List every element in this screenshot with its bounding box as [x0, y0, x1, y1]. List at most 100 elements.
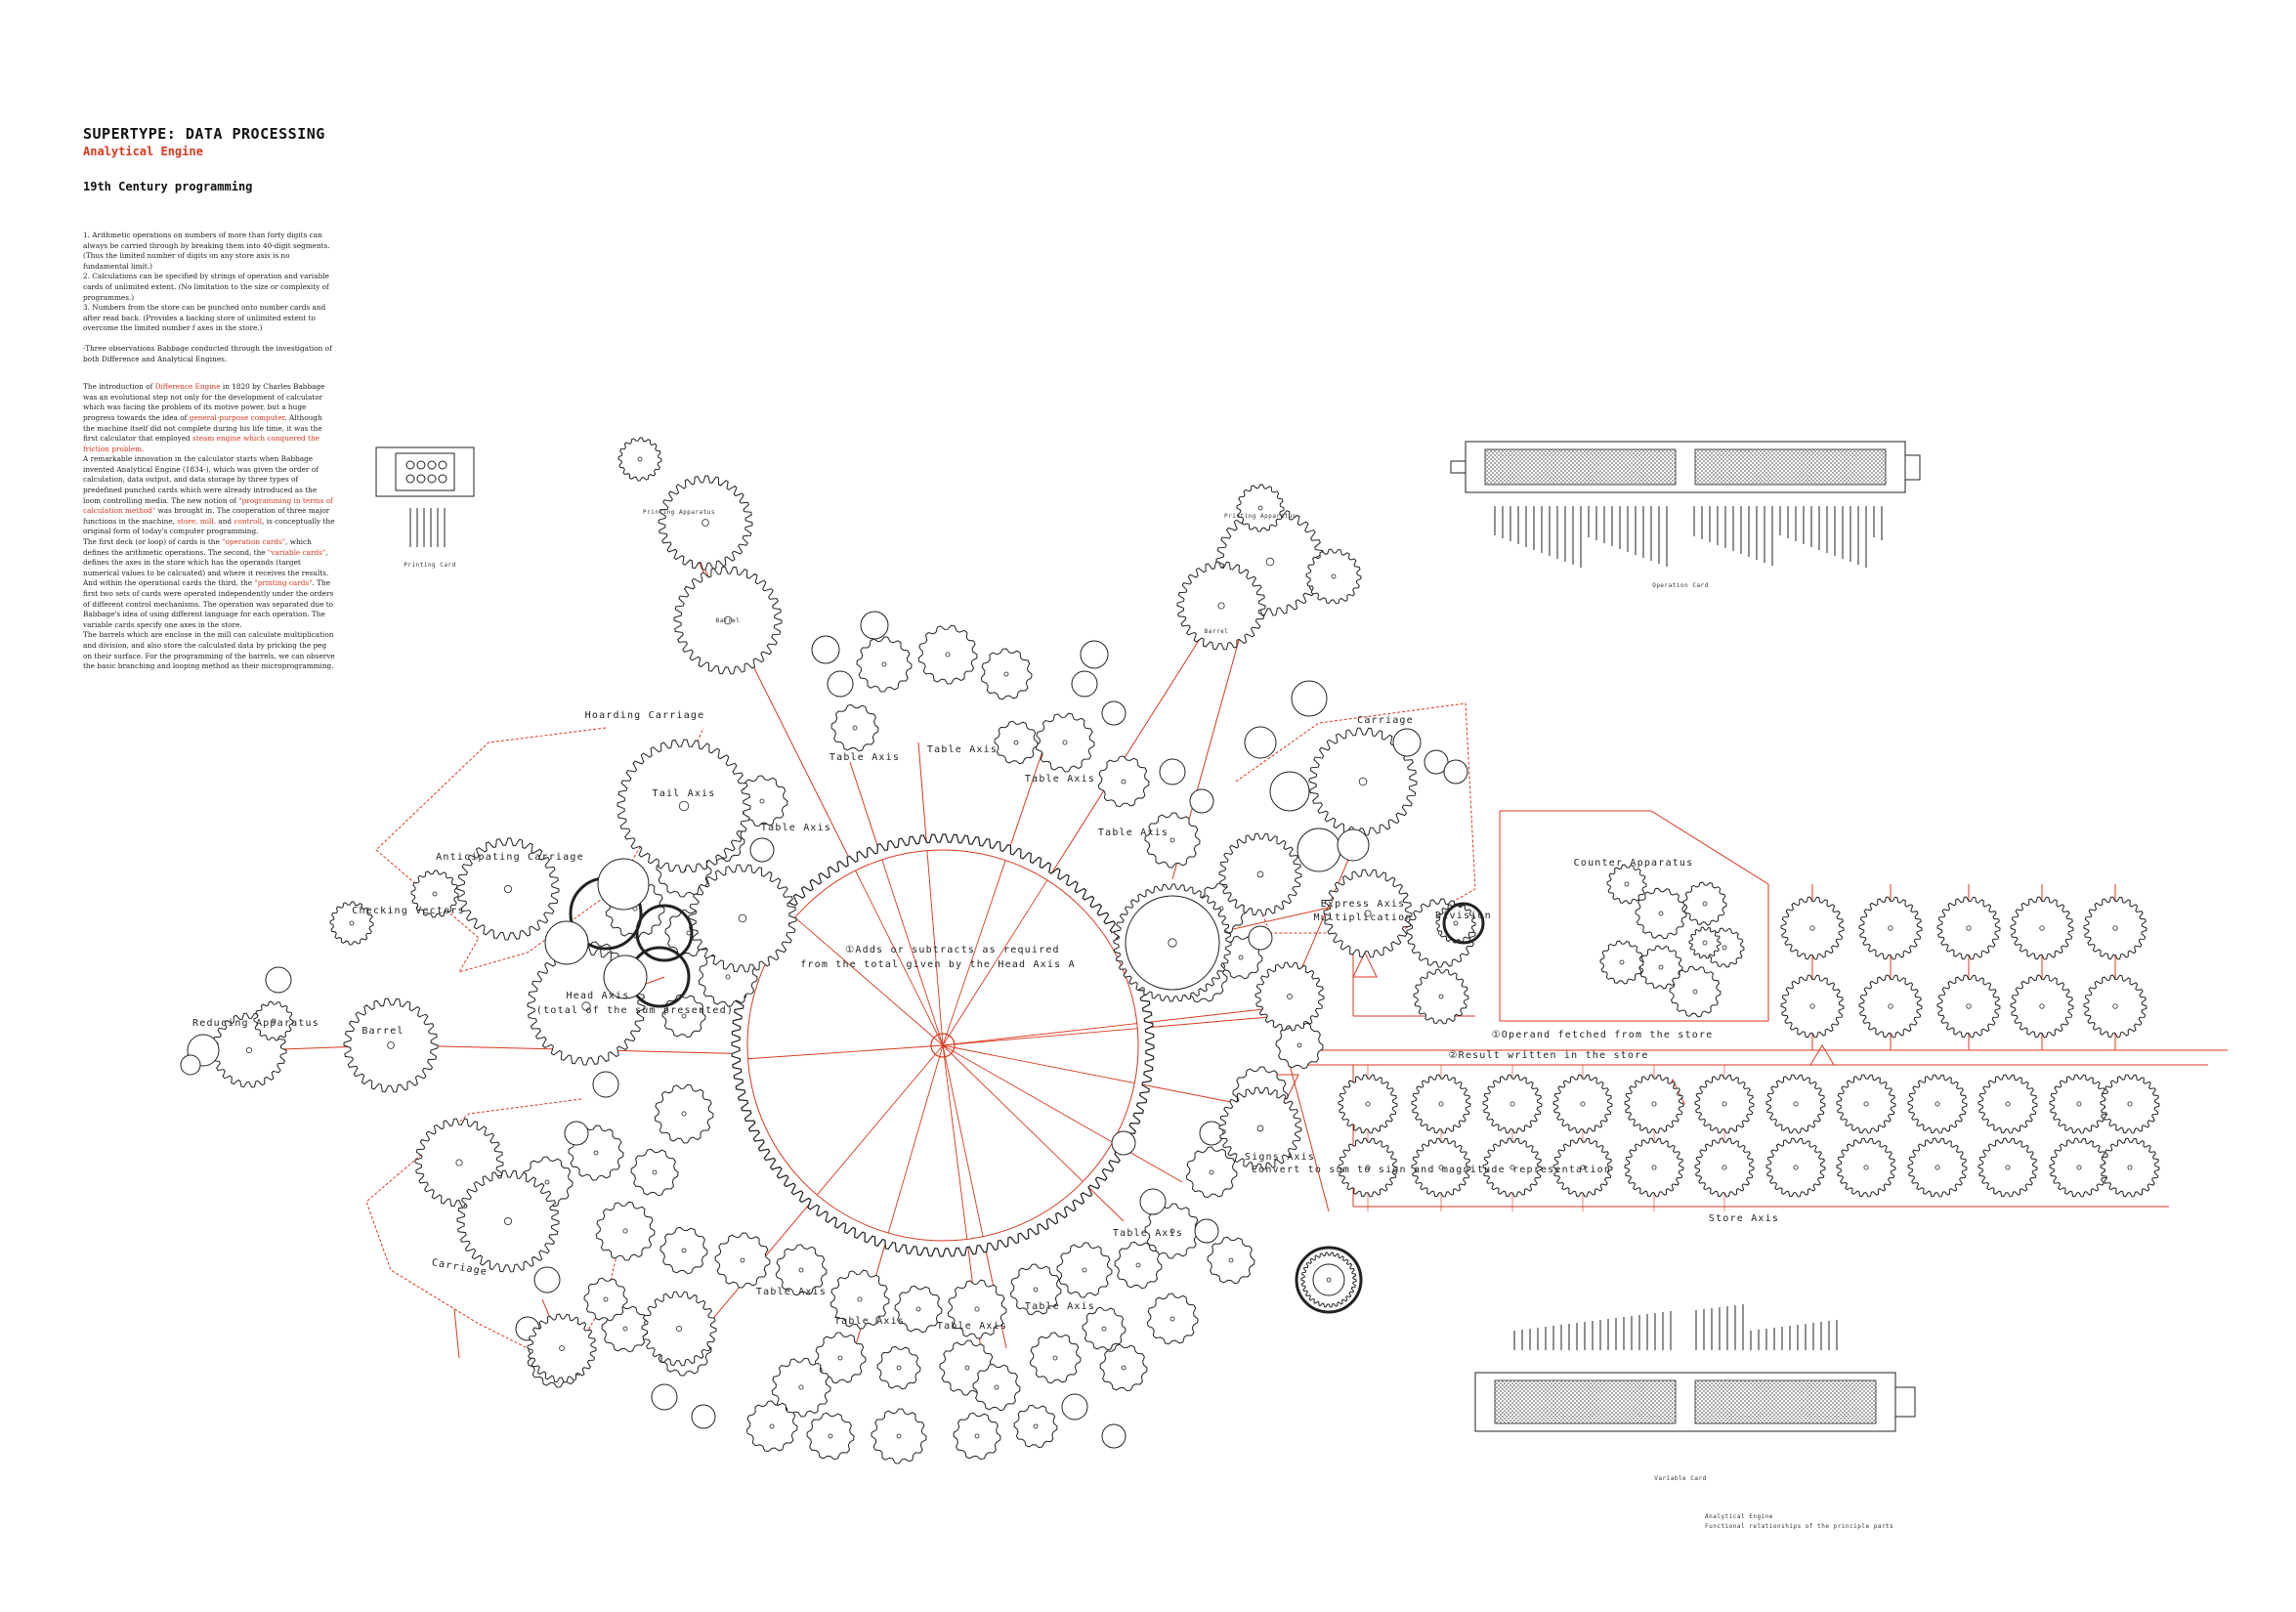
wheel	[1061, 1393, 1088, 1421]
wheel	[1139, 1188, 1167, 1215]
gear	[595, 1201, 656, 1261]
ray	[942, 1044, 1113, 1143]
gear-hub	[2127, 1101, 2133, 1107]
gear	[1858, 896, 1923, 960]
gear	[1780, 974, 1845, 1039]
gear	[1694, 1074, 1755, 1134]
wheel	[1071, 670, 1098, 698]
wheel	[1248, 925, 1273, 951]
wheel	[564, 1121, 589, 1146]
gear	[1977, 1074, 2038, 1134]
wheel	[811, 635, 840, 664]
gear	[1765, 1074, 1826, 1134]
gear	[917, 624, 978, 685]
gear	[2010, 974, 2074, 1039]
gear-hub	[637, 456, 643, 462]
gear-hub	[1101, 1326, 1107, 1332]
signs-axis-label: Signs Axis	[1245, 1152, 1315, 1163]
gear	[1836, 1074, 1896, 1134]
gear-hub	[837, 1355, 843, 1361]
barrel-small-label: Barrel	[716, 617, 741, 624]
ray	[942, 1044, 984, 1237]
gear-hub	[1966, 1003, 1972, 1009]
gear	[876, 1345, 921, 1390]
wheel	[1297, 827, 1341, 872]
gear-hub	[675, 1325, 683, 1333]
punch-hole	[427, 460, 437, 470]
gear	[1275, 1021, 1324, 1070]
printing-apparatus-label: Printing Apparatus	[643, 509, 715, 516]
head-axis-label: Head Axis	[567, 991, 630, 1001]
wheel	[1080, 640, 1109, 669]
gear-hub	[455, 1159, 463, 1167]
gear-hub	[881, 661, 887, 667]
gear-hub	[738, 913, 747, 923]
gear	[2083, 974, 2147, 1039]
gear	[1035, 712, 1095, 773]
gear-hub	[1365, 1101, 1371, 1107]
wheel	[533, 1266, 561, 1294]
table-axis-label: Table Axis	[761, 823, 831, 833]
gear	[1977, 1137, 2038, 1198]
gear-hub	[1052, 1355, 1058, 1361]
gear-hub	[1358, 777, 1368, 786]
tail-axis-label: Tail Axis	[653, 788, 716, 799]
gear-hub	[1658, 964, 1664, 970]
wheel	[1295, 1246, 1363, 1314]
gear-hub	[2005, 1101, 2011, 1107]
gear-hub	[828, 1433, 833, 1439]
observation-1: 1. Arithmetic operations on numbers of m…	[83, 231, 330, 271]
gear	[1936, 896, 2001, 960]
variable-card-mesh	[1694, 1379, 1877, 1424]
wheel	[592, 1071, 619, 1098]
text-run: . The first two sets of cards were opera…	[83, 578, 334, 629]
gear	[1207, 1236, 1255, 1285]
ray	[942, 1028, 1138, 1046]
ray	[794, 916, 944, 1046]
gear-hub	[1169, 837, 1175, 843]
diagram-labels: Printing Card Operation Card Variable Card…	[192, 509, 1893, 1530]
gear	[1624, 1137, 1684, 1198]
text-run: was brought in. The cooperation of three…	[83, 506, 330, 526]
punch-hole	[438, 474, 447, 484]
gear-hub	[1438, 1101, 1444, 1107]
gear	[329, 901, 374, 946]
gear-hub	[857, 1296, 863, 1302]
barrel-label: Barrel	[361, 1026, 404, 1037]
gear-hub	[915, 1306, 921, 1312]
gear	[1176, 561, 1266, 651]
gear	[1411, 1074, 1471, 1134]
gear	[1338, 1074, 1398, 1134]
convert-label: Convert to sum to sign and magnitude rep…	[1252, 1165, 1611, 1175]
punch-hole	[405, 460, 415, 470]
gear	[829, 1269, 890, 1330]
gear-hub	[1013, 740, 1019, 745]
text-run: in 1820 by Charles Babbage was an evolut…	[83, 382, 325, 422]
gear-hub	[1257, 505, 1263, 511]
gear-hub	[723, 615, 733, 625]
gear	[1300, 1251, 1357, 1308]
observation-3: 3. Numbers from the store can be punched…	[83, 303, 326, 333]
gear-hub	[544, 1179, 550, 1185]
card-end	[1904, 454, 1921, 481]
gear-hub	[1509, 1165, 1515, 1170]
express-axis-label: Express Axis	[1321, 899, 1406, 910]
gear-hub	[1935, 1101, 1940, 1107]
gear-hub	[1793, 1165, 1799, 1170]
gear	[1056, 1242, 1113, 1298]
operation-card-mesh	[1484, 448, 1677, 486]
page-title: SUPERTYPE: DATA PROCESSING	[83, 125, 325, 143]
gear	[806, 1412, 855, 1461]
gear	[617, 437, 662, 482]
wheel	[1244, 726, 1277, 759]
gear-hub	[432, 891, 438, 897]
gear	[1606, 864, 1647, 905]
gear	[1113, 883, 1232, 1002]
text-run-red: "variable cards"	[267, 547, 326, 557]
gear-hub	[945, 652, 951, 658]
text-run: The introduction of	[83, 382, 155, 392]
gear	[1599, 940, 1644, 985]
gear	[1308, 727, 1418, 836]
gear-hub	[2112, 1003, 2118, 1009]
